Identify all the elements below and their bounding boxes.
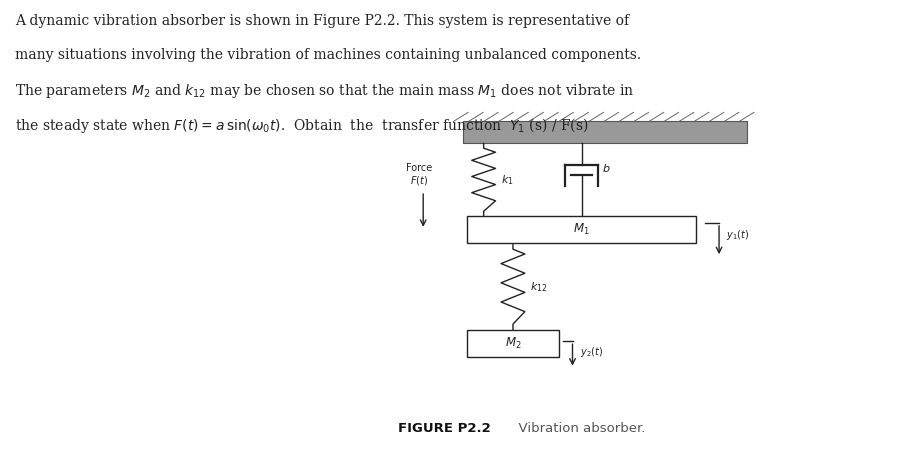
Text: Vibration absorber.: Vibration absorber. [510, 421, 646, 435]
Text: the steady state when $F(t) = a\,\mathrm{sin}(\omega_0 t)$.  Obtain  the  transf: the steady state when $F(t) = a\,\mathrm… [15, 116, 588, 135]
Text: $y_1(t)$: $y_1(t)$ [726, 228, 749, 242]
Bar [463, 121, 747, 143]
Bar [467, 330, 559, 357]
Text: $k_1$: $k_1$ [501, 173, 514, 187]
Text: The parameters $M_2$ and $k_{12}$ may be chosen so that the main mass $M_1$ does: The parameters $M_2$ and $k_{12}$ may be… [15, 82, 634, 100]
Text: Force
$F(t)$: Force $F(t)$ [407, 162, 432, 187]
Text: $b$: $b$ [602, 162, 610, 174]
Text: many situations involving the vibration of machines containing unbalanced compon: many situations involving the vibration … [15, 48, 641, 62]
Text: FIGURE P2.2: FIGURE P2.2 [398, 421, 491, 435]
Text: $y_2(t)$: $y_2(t)$ [580, 345, 603, 359]
Bar [467, 216, 696, 243]
Text: A dynamic vibration absorber is shown in Figure P2.2. This system is representat: A dynamic vibration absorber is shown in… [15, 14, 628, 28]
Text: $k_{12}$: $k_{12}$ [530, 280, 548, 293]
Text: $M_2$: $M_2$ [505, 336, 521, 351]
Text: $M_1$: $M_1$ [573, 222, 590, 238]
